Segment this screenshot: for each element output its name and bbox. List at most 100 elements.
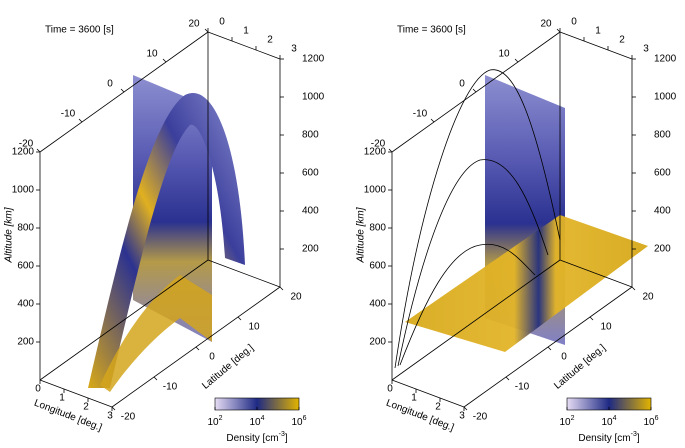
colorbar-label: Density [cm-3]	[226, 431, 287, 444]
tick-label: 0	[387, 384, 393, 395]
y-axis-label: Latitude [deg.]	[552, 342, 608, 391]
tick-label: 3	[107, 411, 113, 422]
panel-title: Time = 3600 [s]	[397, 25, 466, 36]
x-axis-label: Longitude [deg.]	[384, 398, 455, 434]
slice-surfaces	[88, 69, 648, 392]
colorbar-tick-label: 104	[249, 415, 264, 428]
tick-label: 20	[540, 19, 552, 30]
tick-label: 1000	[364, 185, 387, 196]
tick-mark	[556, 28, 561, 33]
tick-label: 200	[369, 337, 386, 348]
tick-label: -20	[371, 139, 386, 150]
tick-label: -10	[163, 382, 178, 393]
tick-label: 0	[561, 352, 567, 363]
tick-label: 800	[654, 130, 671, 141]
superscript: 4	[261, 415, 265, 422]
label-text: Density [cm	[226, 433, 278, 444]
tick-label: 600	[302, 168, 319, 179]
axis-line	[39, 379, 113, 408]
tick-label: 0	[209, 352, 215, 363]
tick-label: 3	[459, 411, 465, 422]
tick-label: 20	[188, 19, 200, 30]
tick-label: -20	[19, 139, 34, 150]
tick-label: 10	[498, 49, 510, 60]
tick-label: 0	[571, 17, 577, 28]
tick-base: 10	[559, 417, 571, 428]
tick-label: 400	[302, 206, 319, 217]
tick-label: 1200	[302, 54, 325, 65]
tick-mark	[78, 118, 83, 123]
superscript: 2	[219, 415, 223, 422]
tick-label: 1200	[12, 147, 35, 158]
tick-label: 600	[654, 168, 671, 179]
tick-mark	[120, 88, 125, 93]
label-close: ]	[285, 433, 288, 444]
panel-title: Time = 3600 [s]	[45, 25, 114, 36]
tick-label: 400	[369, 299, 386, 310]
tick-label: 20	[642, 292, 654, 303]
tick-label: 400	[17, 299, 34, 310]
tick-mark	[153, 376, 158, 381]
tick-mark	[463, 406, 468, 411]
tick-label: -20	[121, 412, 136, 423]
field-line	[399, 243, 536, 366]
tick-mark	[589, 316, 594, 321]
tick-label: 200	[17, 337, 34, 348]
axis-line	[391, 259, 561, 381]
axis-line	[559, 259, 633, 288]
tick-label: 10	[600, 322, 612, 333]
tick-mark	[505, 376, 510, 381]
axis-line	[207, 259, 281, 288]
tick-label: 200	[654, 244, 671, 255]
colorbar-tick-label: 102	[559, 415, 574, 428]
tick-label: 10	[146, 49, 158, 60]
tick-label: -10	[515, 382, 530, 393]
axis-line	[39, 259, 209, 381]
superscript: 6	[303, 415, 307, 422]
y-axis-label: Latitude [deg.]	[200, 342, 256, 391]
tick-mark	[195, 346, 200, 351]
tick-label: 1000	[12, 185, 35, 196]
tick-label: 20	[290, 292, 302, 303]
tick-label: 1000	[302, 92, 325, 103]
tick-mark	[631, 286, 636, 291]
superscript: -3	[279, 431, 285, 438]
tick-label: -10	[413, 109, 428, 120]
tick-mark	[162, 58, 167, 63]
tick-label: 1000	[654, 92, 677, 103]
field-line	[394, 69, 561, 369]
tick-mark	[430, 118, 435, 123]
superscript: -3	[631, 431, 637, 438]
tick-label: -20	[473, 412, 488, 423]
tick-base: 10	[207, 417, 219, 428]
tick-label: 800	[369, 223, 386, 234]
axis-line	[391, 379, 465, 408]
superscript: 4	[613, 415, 617, 422]
tick-mark	[111, 406, 116, 411]
tick-label: 0	[107, 79, 113, 90]
tick-label: 3	[643, 44, 649, 55]
tick-label: 200	[302, 244, 319, 255]
tick-label: 1200	[364, 147, 387, 158]
colorbar-tick-label: 104	[601, 415, 616, 428]
tick-label: 1200	[654, 54, 677, 65]
tick-label: 1	[411, 393, 417, 404]
tick-mark	[547, 346, 552, 351]
tick-label: 600	[17, 261, 34, 272]
tick-label: 3	[291, 44, 297, 55]
superscript: 6	[655, 415, 659, 422]
tick-label: 1	[595, 26, 601, 37]
superscript: 2	[571, 415, 575, 422]
tick-label: 0	[219, 17, 225, 28]
tick-base: 10	[601, 417, 613, 428]
tick-mark	[237, 316, 242, 321]
tick-label: 1	[243, 26, 249, 37]
axis-line	[207, 31, 281, 60]
tick-label: 2	[435, 402, 441, 413]
colorbar-label: Density [cm-3]	[578, 431, 639, 444]
field-band	[100, 275, 212, 392]
tick-label: 10	[248, 322, 260, 333]
label-text: Density [cm	[578, 433, 630, 444]
tick-label: 2	[83, 402, 89, 413]
tick-label: -10	[61, 109, 76, 120]
